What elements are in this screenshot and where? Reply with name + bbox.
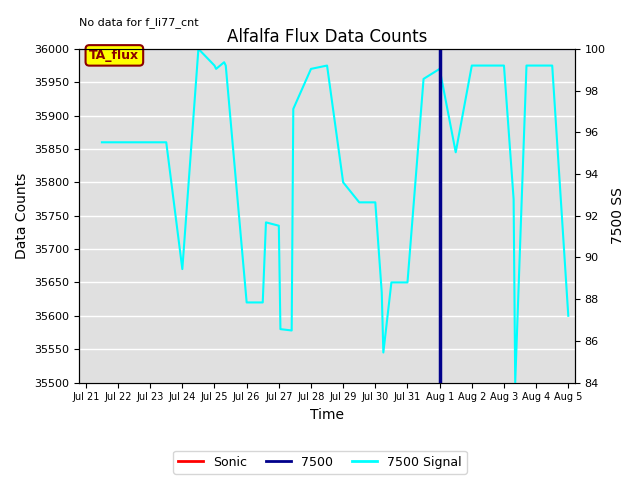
Legend: Sonic, 7500, 7500 Signal: Sonic, 7500, 7500 Signal <box>173 451 467 474</box>
X-axis label: Time: Time <box>310 408 344 422</box>
Text: TA_flux: TA_flux <box>90 49 140 62</box>
Y-axis label: 7500 SS: 7500 SS <box>611 187 625 244</box>
Title: Alfalfa Flux Data Counts: Alfalfa Flux Data Counts <box>227 28 428 46</box>
Y-axis label: Data Counts: Data Counts <box>15 173 29 259</box>
Text: No data for f_li77_cnt: No data for f_li77_cnt <box>79 17 199 28</box>
